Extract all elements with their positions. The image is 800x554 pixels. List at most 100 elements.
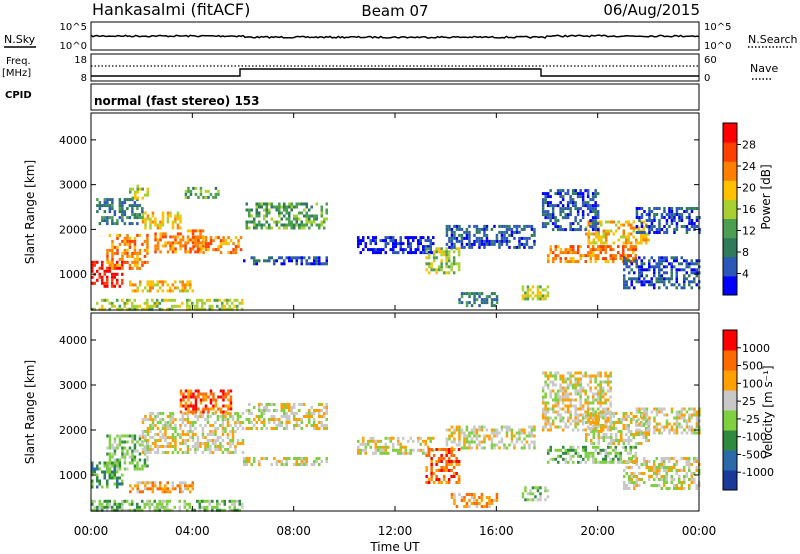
heatmap-cell xyxy=(673,428,676,432)
heatmap-cell xyxy=(212,392,215,396)
heatmap-cell xyxy=(118,242,122,246)
heatmap-cell xyxy=(123,242,127,246)
heatmap-cell xyxy=(141,430,145,433)
heatmap-cell xyxy=(458,298,461,302)
heatmap-cell xyxy=(624,445,627,449)
heatmap-cell xyxy=(236,499,239,503)
heatmap-cell xyxy=(518,434,521,438)
heatmap-cell xyxy=(126,260,129,264)
heatmap-cell xyxy=(564,216,567,220)
heatmap-cell xyxy=(106,479,109,483)
heatmap-cell xyxy=(229,389,233,393)
heatmap-cell xyxy=(121,201,124,205)
heatmap-cell xyxy=(123,222,127,226)
heatmap-cell xyxy=(325,217,328,221)
heatmap-cell xyxy=(161,436,165,439)
heatmap-cell xyxy=(248,427,251,430)
heatmap-cell xyxy=(313,220,316,224)
heatmap-cell xyxy=(445,481,448,484)
heatmap-cell xyxy=(638,268,641,272)
heatmap-cell xyxy=(596,204,600,208)
heatmap-cell xyxy=(98,467,101,471)
heatmap-cell xyxy=(585,439,588,442)
heatmap-cell xyxy=(450,230,454,234)
heatmap-cell xyxy=(579,395,582,399)
heatmap-cell xyxy=(236,415,240,418)
heatmap-cell xyxy=(478,295,481,299)
heatmap-cell xyxy=(665,256,668,260)
heatmap-cell xyxy=(523,437,526,441)
heatmap-cell xyxy=(367,236,370,240)
heatmap-cell xyxy=(670,262,673,266)
heatmap-cell xyxy=(630,472,633,475)
heatmap-cell xyxy=(305,262,308,266)
heatmap-cell xyxy=(668,431,671,435)
heatmap-cell xyxy=(103,470,106,474)
heatmap-cell xyxy=(362,448,365,452)
heatmap-cell xyxy=(579,401,582,405)
heatmap-cell xyxy=(194,389,198,393)
heatmap-cell xyxy=(211,307,214,311)
heatmap-cell xyxy=(643,422,646,426)
heatmap-cell xyxy=(609,422,612,426)
heatmap-cell xyxy=(103,216,107,220)
heatmap-cell xyxy=(485,233,489,237)
heatmap-cell xyxy=(432,268,436,272)
heatmap-cell xyxy=(468,242,471,246)
heatmap-cell xyxy=(138,216,142,220)
heatmap-cell xyxy=(149,448,152,451)
heatmap-cell xyxy=(169,415,172,418)
heatmap-cell xyxy=(546,495,550,499)
heatmap-cell xyxy=(526,297,530,301)
heatmap-cell xyxy=(318,415,321,418)
heatmap-cell xyxy=(176,235,180,239)
heatmap-cell xyxy=(209,242,213,246)
heatmap-cell xyxy=(632,235,635,239)
heatmap-cell xyxy=(233,502,236,506)
heatmap-cell xyxy=(635,216,639,219)
heatmap-cell xyxy=(589,377,592,381)
heatmap-cell xyxy=(643,410,646,414)
heatmap-cell xyxy=(589,401,592,405)
heatmap-cell xyxy=(533,440,536,444)
heatmap-cell xyxy=(417,239,420,243)
heatmap-cell xyxy=(91,464,94,468)
heatmap-cell xyxy=(221,451,225,454)
heatmap-cell xyxy=(600,235,603,239)
heatmap-cell xyxy=(632,433,635,436)
heatmap-cell xyxy=(599,383,602,387)
heatmap-cell xyxy=(430,268,433,272)
heatmap-cell xyxy=(422,236,425,240)
heatmap-cell xyxy=(630,466,633,469)
heatmap-cell xyxy=(429,242,432,246)
heatmap-cell xyxy=(128,307,131,311)
heatmap-cell xyxy=(128,204,132,208)
heatmap-cell xyxy=(248,220,251,224)
heatmap-cell xyxy=(159,436,162,439)
heatmap-cell xyxy=(425,247,428,251)
heatmap-cell xyxy=(141,442,145,445)
heatmap-cell xyxy=(198,298,201,302)
heatmap-cell xyxy=(615,223,618,227)
heatmap-cell xyxy=(404,248,407,252)
heatmap-cell xyxy=(211,424,215,427)
heatmap-cell xyxy=(199,401,203,405)
heatmap-cell xyxy=(693,225,696,228)
heatmap-cell xyxy=(546,416,550,420)
heatmap-cell xyxy=(199,442,202,445)
heatmap-cell xyxy=(648,478,651,481)
heatmap-cell xyxy=(268,256,271,260)
heatmap-cell xyxy=(159,226,162,230)
y-tick-label: 4000 xyxy=(59,334,87,347)
heatmap-cell xyxy=(609,410,612,414)
heatmap-cell xyxy=(298,256,301,260)
heatmap-cell xyxy=(658,225,661,228)
heatmap-cell xyxy=(455,227,459,231)
heatmap-cell xyxy=(136,490,139,494)
heatmap-cell xyxy=(447,259,451,263)
heatmap-cell xyxy=(214,236,218,240)
heatmap-cell xyxy=(541,201,545,205)
heatmap-cell xyxy=(609,425,612,429)
heatmap-cell xyxy=(579,377,582,381)
heatmap-cell xyxy=(206,415,210,418)
